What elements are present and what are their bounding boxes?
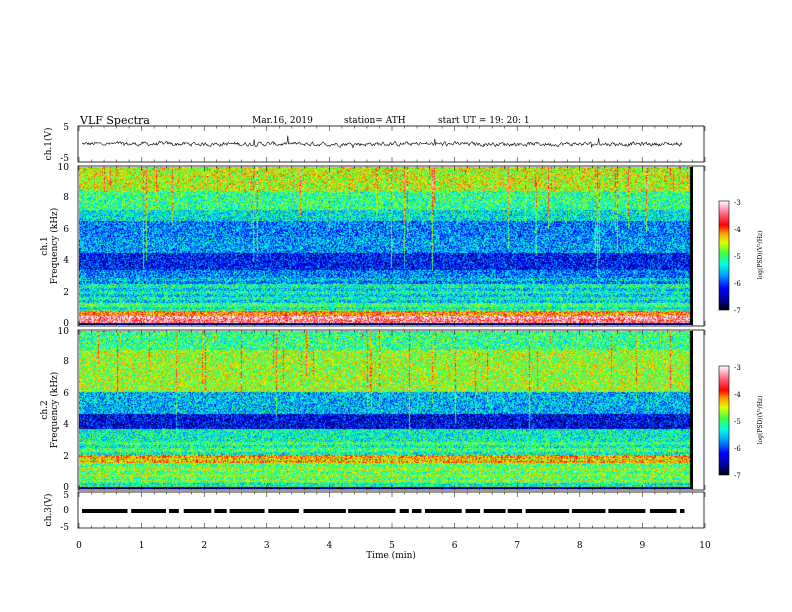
ch2-spec-ytick-10: 10 bbox=[58, 327, 70, 337]
ch1-spec-ytick-4: 4 bbox=[63, 256, 69, 266]
start-time-label: start UT = 19: 20: 1 bbox=[438, 116, 530, 126]
ch3-pulse bbox=[507, 509, 523, 513]
ch2-cb-tick-7: -7 bbox=[734, 472, 741, 480]
x-axis-label: Time (min) bbox=[366, 550, 416, 561]
ch3-pulse bbox=[348, 509, 396, 513]
ch2-spec-ytick-8: 8 bbox=[63, 357, 69, 367]
x-tick-label: 1 bbox=[139, 541, 145, 551]
ch1-ticks bbox=[78, 126, 706, 162]
ch1-spec-ytick-10: 10 bbox=[58, 163, 70, 173]
ch3-ytick-top: 5 bbox=[63, 491, 69, 501]
ch2-colorbar-gradient bbox=[718, 365, 730, 476]
x-tick-label: 10 bbox=[699, 541, 711, 551]
date-label: Mar.16, 2019 bbox=[252, 116, 313, 126]
ch3-pulse bbox=[268, 509, 299, 513]
ch3-pulse bbox=[425, 509, 462, 513]
ch3-pulse-train bbox=[82, 509, 685, 513]
ch2-spec-ylabel-channel: ch.2 bbox=[40, 400, 50, 419]
x-tick-label: 8 bbox=[577, 541, 583, 551]
ch1-spec-ytick-0: 0 bbox=[63, 319, 69, 329]
ch2-spec-ytick-0: 0 bbox=[63, 483, 69, 493]
ch3-pulse bbox=[229, 509, 265, 513]
x-tick-label: 4 bbox=[327, 541, 333, 551]
ch2-spectrogram-ticks bbox=[78, 330, 706, 490]
ch1-colorbar-label: log(PSD)(V²/Hz) bbox=[757, 231, 764, 280]
ch3-ticks bbox=[78, 492, 706, 528]
ch2-spec-ytick-6: 6 bbox=[63, 389, 69, 399]
ch1-spec-ylabel-channel: ch.1 bbox=[40, 236, 50, 255]
ch2-cb-tick-6: -6 bbox=[734, 445, 741, 453]
ch3-pulse bbox=[608, 509, 646, 513]
ch3-pulse bbox=[82, 509, 128, 513]
ch3-pulse bbox=[571, 509, 606, 513]
ch1-cb-tick-4: -4 bbox=[734, 226, 741, 234]
ch1-spec-ylabel-freq: Frequency (kHz) bbox=[49, 208, 60, 285]
ch3-pulse bbox=[525, 509, 570, 513]
ch1-spec-ytick-6: 6 bbox=[63, 225, 69, 235]
ch2-spec-ytick-4: 4 bbox=[63, 420, 69, 430]
ch2-spectrogram-panel: 0 2 4 6 8 10 ch.2 Frequency (kHz) bbox=[40, 327, 706, 493]
ch1-spec-ytick-2: 2 bbox=[63, 288, 69, 298]
x-tick-label: 6 bbox=[452, 541, 458, 551]
ch1-spectrogram-ticks bbox=[78, 166, 706, 326]
ch3-pulse bbox=[411, 509, 422, 513]
x-tick-label: 5 bbox=[389, 541, 395, 551]
ch2-cb-tick-3: -3 bbox=[734, 364, 741, 372]
x-tick-label: 0 bbox=[76, 541, 82, 551]
ch3-ytick-bottom: -5 bbox=[60, 523, 69, 533]
ch3-panel: 5 0 -5 ch.3(V) bbox=[43, 491, 706, 533]
ch2-spec-ylabel-freq: Frequency (kHz) bbox=[49, 372, 60, 449]
ch3-pulse bbox=[169, 509, 179, 513]
ch3-pulse bbox=[303, 509, 346, 513]
ch2-colorbar-label: log(PSD)(V²/Hz) bbox=[757, 396, 764, 445]
ch2-spec-ytick-2: 2 bbox=[63, 452, 69, 462]
ch3-pulse bbox=[649, 509, 677, 513]
ch1-panel: 5 -5 ch.1(V) bbox=[43, 123, 706, 164]
figure-title: VLF Spectra bbox=[79, 114, 150, 127]
ch3-pulse bbox=[483, 509, 506, 513]
ch1-colorbar: -3 -4 -5 -6 -7 log(PSD)(V²/Hz) bbox=[718, 199, 764, 315]
ch1-ytick-bottom: -5 bbox=[60, 154, 69, 164]
ch3-pulse bbox=[214, 509, 227, 513]
ch1-colorbar-gradient bbox=[718, 200, 730, 311]
ch2-cb-tick-4: -4 bbox=[734, 391, 741, 399]
ch3-ylabel: ch.3(V) bbox=[43, 494, 54, 527]
ch2-colorbar: -3 -4 -5 -6 -7 log(PSD)(V²/Hz) bbox=[718, 364, 764, 480]
ch2-spectrogram-image bbox=[79, 331, 693, 489]
ch3-pulse bbox=[465, 509, 481, 513]
ch3-pulse bbox=[399, 509, 409, 513]
ch1-cb-tick-5: -5 bbox=[734, 253, 741, 261]
ch1-ylabel: ch.1(V) bbox=[43, 128, 54, 161]
ch1-spec-ytick-8: 8 bbox=[63, 193, 69, 203]
station-label: station= ATH bbox=[344, 116, 406, 126]
ch1-ytick-top: 5 bbox=[63, 123, 69, 133]
ch3-pulse bbox=[680, 509, 685, 513]
ch1-cb-tick-7: -7 bbox=[734, 307, 741, 315]
ch1-waveform bbox=[81, 135, 683, 148]
x-tick-label: 2 bbox=[201, 541, 207, 551]
ch3-pulse bbox=[131, 509, 166, 513]
ch1-spectrogram-panel: 0 2 4 6 8 10 ch.1 Frequency (kHz) bbox=[40, 163, 706, 329]
ch1-cb-tick-3: -3 bbox=[734, 199, 741, 207]
x-tick-label: 9 bbox=[640, 541, 646, 551]
ch2-cb-tick-5: -5 bbox=[734, 418, 741, 426]
ch1-spectrogram-image bbox=[79, 167, 693, 325]
ch3-ytick-mid: 0 bbox=[63, 506, 69, 516]
x-tick-label: 7 bbox=[514, 541, 520, 551]
x-axis-tick-labels: 0 1 2 3 4 5 6 7 8 9 10 bbox=[76, 541, 711, 551]
ch1-cb-tick-6: -6 bbox=[734, 280, 741, 288]
ch3-pulse bbox=[183, 509, 212, 513]
x-tick-label: 3 bbox=[264, 541, 270, 551]
